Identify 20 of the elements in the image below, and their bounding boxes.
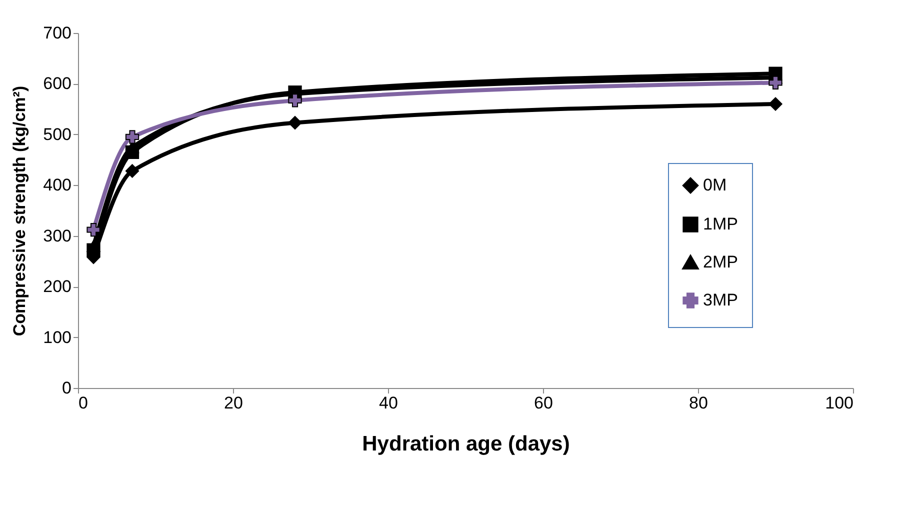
x-tick-label: 100 — [825, 394, 854, 412]
y-tick-label: 400 — [43, 176, 72, 195]
y-tick-label: 0 — [62, 378, 72, 398]
y-tick-label: 700 — [43, 24, 72, 42]
y-tick-label: 100 — [43, 328, 72, 347]
legend-label: 3MP — [703, 290, 738, 310]
x-tick-label: 80 — [689, 394, 708, 412]
legend-label: 1MP — [703, 214, 738, 234]
y-tick-label: 200 — [43, 277, 72, 296]
x-tick-label: 0 — [78, 394, 88, 412]
y-tick-label: 300 — [43, 226, 72, 246]
x-tick-label: 60 — [534, 394, 553, 412]
legend-label: 2MP — [703, 252, 738, 272]
y-tick-label: 600 — [43, 74, 72, 94]
legend-label: 0M — [703, 176, 727, 194]
x-tick-label: 20 — [224, 394, 243, 412]
y-axis-title: Compressive strength (kg/cm²) — [10, 86, 30, 336]
y-tick-label: 500 — [43, 124, 72, 144]
x-axis-title: Hydration age (days) — [362, 432, 570, 456]
x-tick-label: 40 — [379, 394, 398, 412]
